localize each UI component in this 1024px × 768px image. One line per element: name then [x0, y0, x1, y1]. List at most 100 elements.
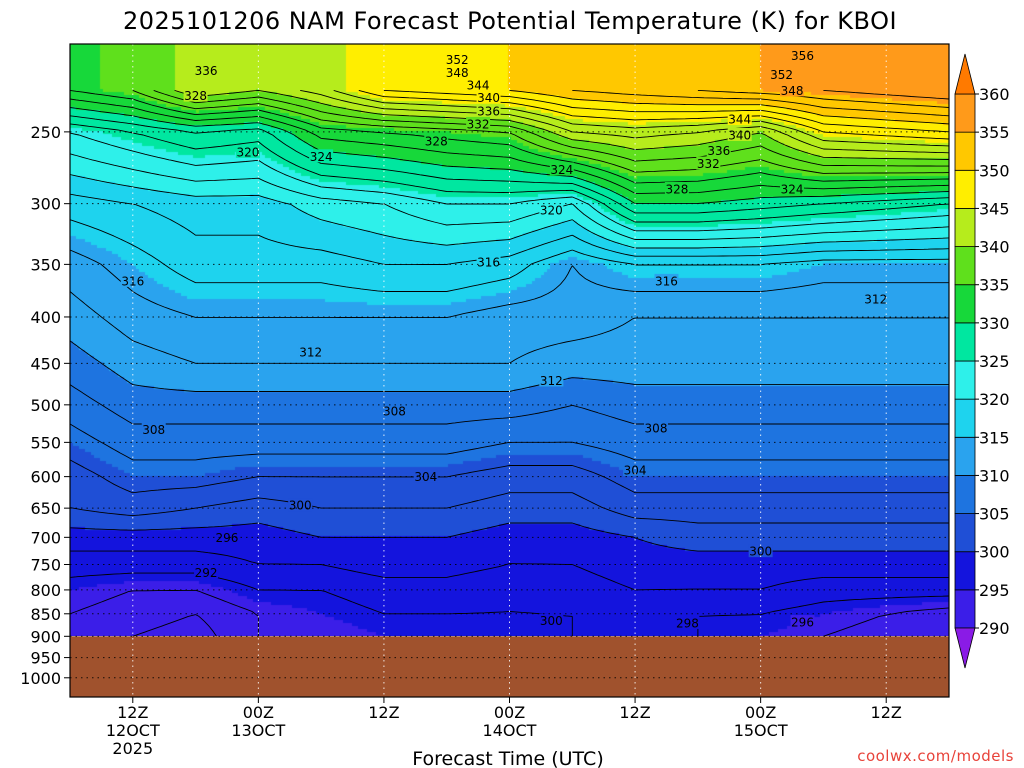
contour-label-bg	[790, 48, 815, 62]
y-tick-label: 700	[30, 528, 61, 547]
contour-label-bg	[780, 83, 805, 97]
y-tick-label: 300	[30, 195, 61, 214]
colorbar-segment	[954, 551, 976, 591]
contour-label-bg	[706, 143, 731, 157]
colorbar-label: 300	[979, 543, 1010, 562]
x-tick-label: 12Z	[368, 703, 399, 722]
y-tick-label: 500	[30, 396, 61, 415]
contour-label-bg	[863, 291, 888, 305]
contour-label-bg	[476, 103, 501, 117]
x-tick-label: 14OCT	[483, 721, 537, 740]
x-tick-label: 12Z	[117, 703, 148, 722]
contour-332	[69, 98, 950, 194]
contour-label-bg	[466, 78, 491, 92]
contour-318	[69, 193, 950, 265]
y-tick-label: 600	[30, 468, 61, 487]
contour-294	[69, 589, 950, 637]
contour-label: 332	[467, 117, 490, 131]
y-tick-label: 550	[30, 433, 61, 452]
colorbar-segment	[954, 246, 976, 286]
contour-label-bg	[790, 615, 815, 629]
contour-label: 296	[791, 616, 814, 630]
contour-352	[572, 89, 950, 117]
contour-label: 348	[446, 66, 469, 80]
contour-326	[69, 123, 950, 223]
contour-328	[69, 115, 950, 214]
contour-label: 320	[540, 204, 563, 218]
x-tick-label: 12Z	[871, 703, 902, 722]
colorbar-segment	[954, 284, 976, 324]
colorbar-segment	[954, 436, 976, 476]
contour-label: 308	[142, 423, 165, 437]
contour-label: 336	[195, 64, 218, 78]
contour-label: 296	[216, 531, 239, 545]
contour-label: 332	[697, 157, 720, 171]
contour-label-bg	[183, 88, 208, 102]
colorbar-segment	[954, 360, 976, 400]
contour-label: 356	[791, 49, 814, 63]
grid-lines	[70, 44, 949, 697]
contour-label: 336	[477, 104, 500, 118]
colorbar-label: 330	[979, 314, 1010, 333]
x-tick-label: 00Z	[494, 703, 525, 722]
contour-348	[383, 89, 950, 133]
x-tick-label: 12Z	[619, 703, 650, 722]
contour-label: 340	[728, 129, 751, 143]
contour-label: 344	[467, 79, 490, 93]
contour-label: 348	[781, 84, 804, 98]
colorbar-segment	[954, 169, 976, 209]
x-tick-label: 15OCT	[734, 721, 788, 740]
contour-label-bg	[780, 181, 805, 195]
y-tick-label: 350	[30, 255, 61, 274]
contour-label-bg	[141, 422, 166, 436]
contour-label-bg	[309, 149, 334, 163]
y-tick-label: 250	[30, 123, 61, 142]
contour-302	[69, 492, 949, 524]
contour-334	[69, 89, 950, 184]
contour-label: 324	[550, 163, 573, 177]
colorbar-label: 305	[979, 505, 1010, 524]
contour-label-bg	[214, 530, 239, 544]
colorbar-label: 325	[979, 352, 1010, 371]
contour-label-bg	[696, 156, 721, 170]
contour-label: 324	[781, 182, 804, 196]
contour-label: 324	[310, 150, 333, 164]
contour-306	[69, 423, 949, 461]
colorbar-label: 345	[979, 199, 1010, 218]
colorbar-segment	[954, 475, 976, 514]
contour-label: 316	[655, 274, 678, 288]
x-tick-label: 12OCT	[106, 721, 160, 740]
contour-label-bg	[445, 52, 470, 66]
colorbar-segment	[954, 93, 976, 133]
y-tick-label: 850	[30, 605, 61, 624]
contour-label-bg	[644, 420, 668, 434]
contour-330	[69, 107, 950, 205]
y-tick-label: 1000	[20, 669, 61, 688]
contour-label: 300	[540, 614, 563, 628]
contour-label-bg	[445, 65, 470, 79]
contour-310	[69, 340, 949, 392]
contour-label-bg	[288, 498, 313, 512]
contour-308	[69, 384, 949, 425]
colorbar-segment	[954, 208, 976, 247]
contour-322	[69, 153, 950, 240]
contour-label: 300	[749, 545, 772, 559]
contour-label-bg	[769, 67, 794, 81]
colorbar-segment	[954, 513, 976, 553]
y-tick-label: 800	[30, 581, 61, 600]
contour-label-bg	[664, 181, 689, 195]
colorbar-label: 340	[979, 238, 1010, 257]
chart-title: 2025101206 NAM Forecast Potential Temper…	[123, 7, 897, 35]
contour-label: 312	[299, 345, 322, 359]
contour-label-bg	[120, 273, 145, 287]
contour-label-bg	[727, 112, 752, 126]
contour-label: 320	[236, 145, 259, 159]
y-axis: 250 300 350 400 450 500 550 600 650 700 750 800 850 9…	[20, 123, 70, 688]
colorbar-label: 310	[979, 466, 1010, 485]
contour-label: 328	[665, 182, 688, 196]
contour-label-bg	[298, 344, 323, 358]
colorbar-label: 295	[979, 581, 1010, 600]
contour-label: 344	[728, 113, 751, 127]
